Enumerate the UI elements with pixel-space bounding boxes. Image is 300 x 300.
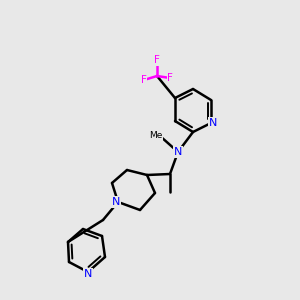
Text: F: F — [154, 55, 160, 65]
Text: N: N — [174, 147, 182, 157]
Text: Me: Me — [149, 131, 163, 140]
Text: F: F — [141, 75, 147, 85]
Text: N: N — [209, 118, 217, 128]
Text: N: N — [112, 197, 120, 207]
Text: F: F — [167, 73, 173, 83]
Text: N: N — [84, 269, 92, 279]
